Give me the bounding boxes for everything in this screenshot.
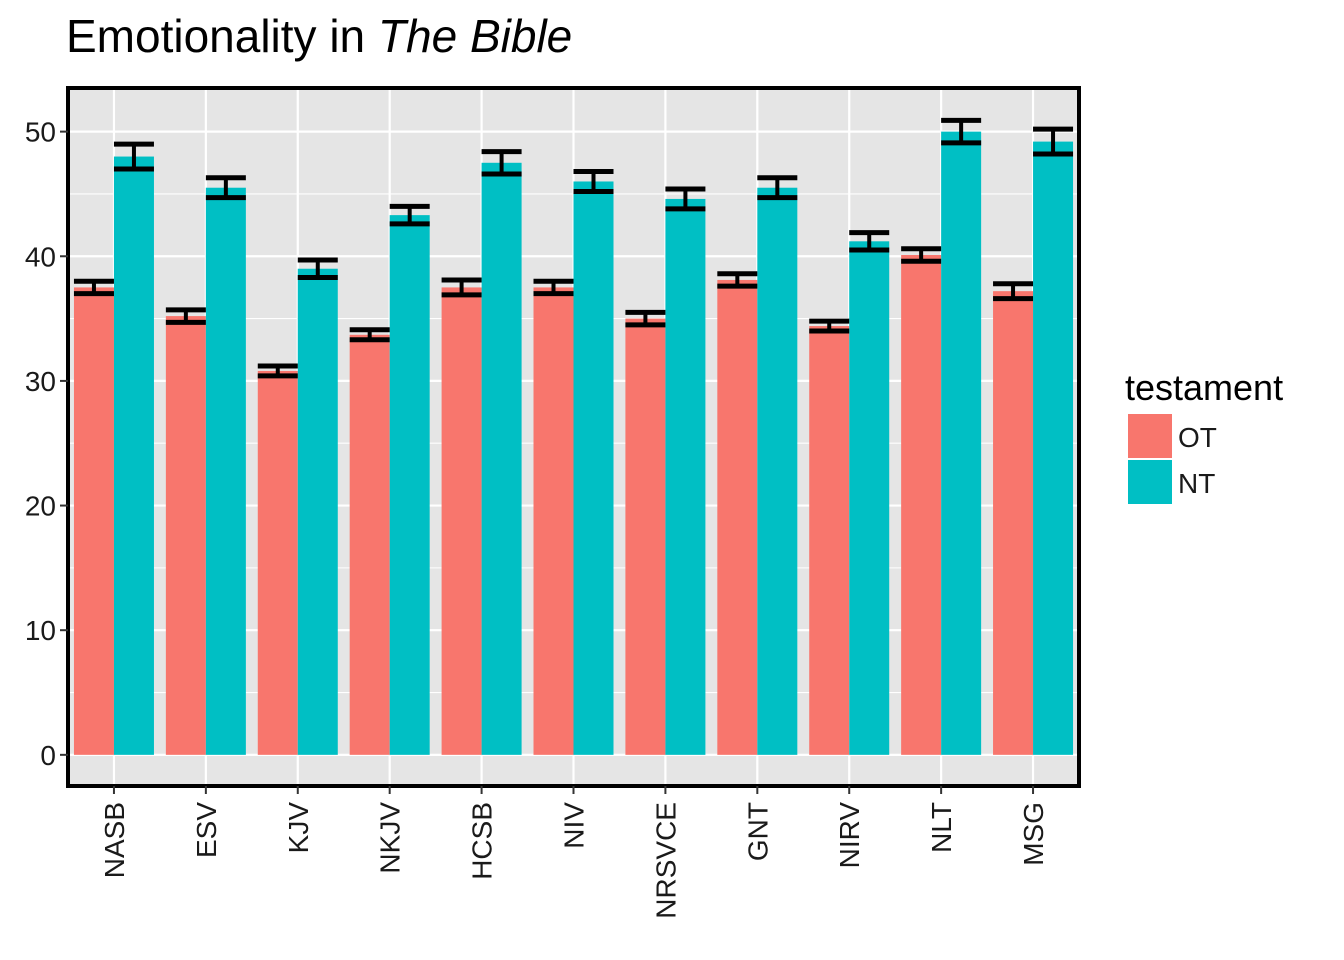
bar-ot-msg [993,291,1034,755]
y-axis: 0 10 20 30 40 50 [25,117,68,771]
x-tick-label: GNT [742,802,773,861]
errorbar-nt-nlt [941,117,982,146]
x-tick-label: KJV [283,802,314,854]
y-tick-label: 50 [25,117,56,148]
errorbar-ot-gnt [717,271,758,289]
x-tick-label: ESV [191,802,222,858]
bar-nt-hcsb [481,162,522,755]
y-tick-label: 30 [25,366,56,397]
errorbar-ot-nkjv [349,327,390,343]
errorbar-nt-nrsvce [665,186,706,212]
bar-ot-gnt [717,279,758,755]
bar-nt-niv [573,181,614,755]
bar-ot-kjv [257,370,298,755]
bar-ot-hcsb [441,287,482,755]
errorbar-nt-gnt [757,175,798,201]
bar-nt-esv [205,187,246,755]
legend-swatch-nt [1128,460,1172,504]
bars [73,131,1074,755]
x-tick-label: HCSB [467,802,498,880]
bar-ot-nrsvce [625,318,666,755]
bar-nt-msg [1033,141,1074,755]
errorbar-ot-hcsb [441,277,482,298]
bar-nt-nkjv [389,215,430,755]
x-tick-label: NASB [99,802,130,878]
legend-swatch-ot [1128,414,1172,458]
errorbar-ot-nasb [73,278,114,297]
bar-nt-kjv [297,268,338,755]
chart-title-italic: The Bible [378,10,572,62]
errorbar-ot-nlt [901,246,942,264]
error-bars [73,117,1074,379]
errorbar-ot-esv [165,307,206,325]
bar-nt-nlt [941,131,982,755]
y-tick-label: 40 [25,241,56,272]
errorbar-nt-msg [1033,126,1074,157]
y-tick-label: 0 [40,740,56,771]
bar-nt-nirv [849,241,890,755]
bar-ot-nkjv [349,334,390,755]
bar-ot-nirv [809,326,850,755]
bar-ot-nlt [901,255,942,755]
errorbar-ot-nirv [809,318,850,334]
x-tick-label: NIV [559,802,590,849]
x-tick-label: MSG [1018,802,1049,866]
chart-title-prefix: Emotionality in [66,10,378,62]
bar-ot-esv [165,316,206,755]
errorbar-nt-nirv [849,230,890,253]
legend: testament OT NT [1125,367,1283,504]
x-tick-label: NLT [926,802,957,853]
x-tick-label: NKJV [375,802,406,874]
x-axis: NASB ESV KJV NKJV HCSB NIV NRSVCE GNT NIRV NLT MSG [99,786,1049,919]
errorbar-ot-msg [993,281,1034,302]
errorbar-nt-nkjv [389,203,430,227]
bar-nt-nasb [113,156,154,755]
chart-title: Emotionality in The Bible [66,10,572,62]
legend-items: OT NT [1128,414,1217,504]
legend-label-ot: OT [1178,422,1217,453]
errorbar-ot-kjv [257,363,298,379]
bar-nt-nrsvce [665,198,706,755]
errorbar-nt-esv [205,175,246,201]
legend-title: testament [1125,367,1283,408]
bar-ot-niv [533,287,574,755]
y-tick-label: 20 [25,491,56,522]
x-tick-label: NIRV [834,802,865,869]
errorbar-ot-niv [533,278,574,297]
errorbar-nt-kjv [297,257,338,280]
bar-ot-nasb [73,287,114,755]
bar-nt-gnt [757,187,798,755]
x-tick-label: NRSVCE [650,802,681,919]
errorbar-nt-hcsb [481,149,522,177]
legend-label-nt: NT [1178,468,1215,499]
errorbar-ot-nrsvce [625,309,666,328]
errorbar-nt-nasb [113,141,154,172]
y-tick-label: 10 [25,615,56,646]
errorbar-nt-niv [573,169,614,194]
